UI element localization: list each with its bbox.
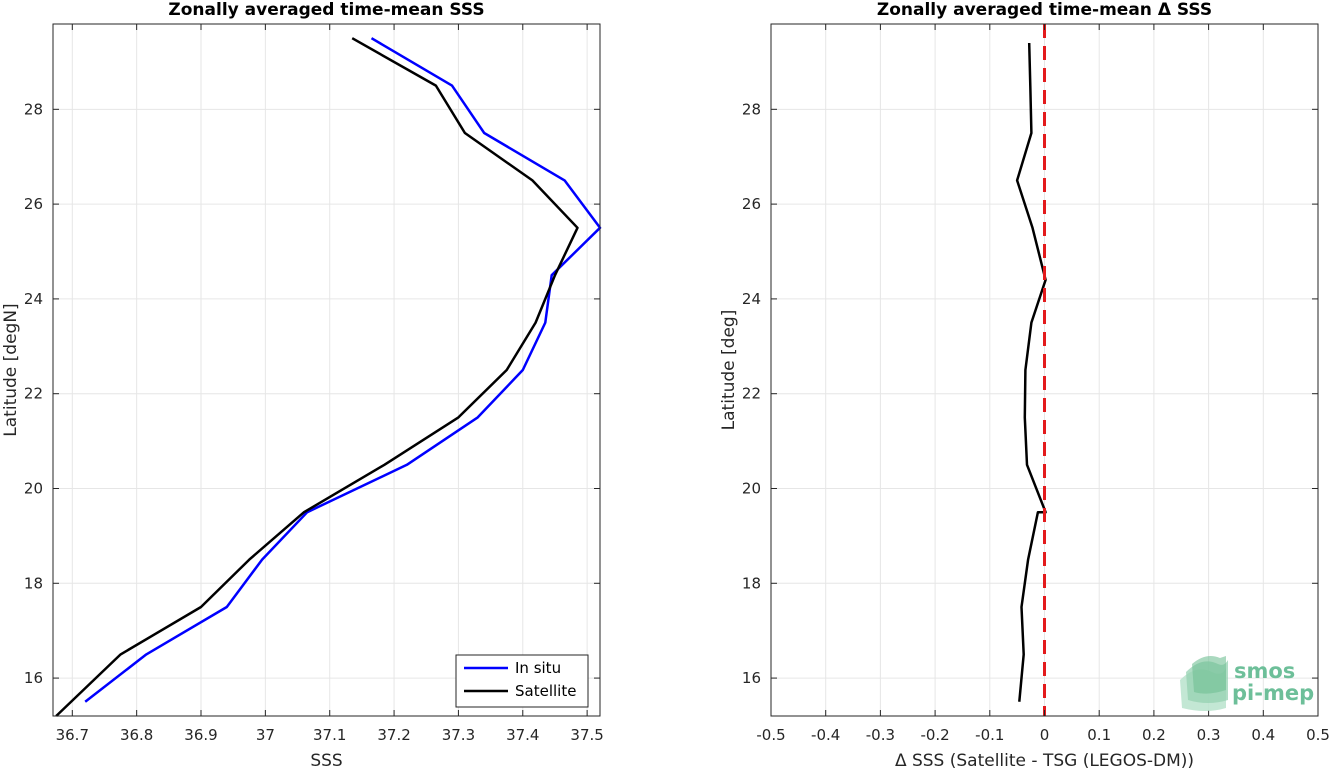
left-y-tick-label: 26 (24, 195, 43, 213)
legend-box (455, 654, 589, 708)
left-y-tick-label: 24 (24, 290, 43, 308)
logo-text-smos: smos (1234, 659, 1295, 683)
left-x-tick-label: 37 (256, 726, 275, 744)
right-y-tick-label: 18 (742, 574, 761, 592)
right-y-tick-label: 16 (742, 669, 761, 687)
right-series-lines (1015, 24, 1047, 716)
left-chart-title: Zonally averaged time-mean SSS (168, 0, 484, 20)
smos-pi-mep-logo: smos pi-mep (1180, 656, 1314, 711)
left-y-axis-label: Latitude [degN] (1, 303, 21, 436)
left-plot-area (53, 24, 600, 716)
right-y-tick-label: 28 (742, 100, 761, 118)
right-x-tick-label: -0.3 (866, 726, 895, 744)
legend: In situ Satellite (455, 654, 589, 708)
right-series-line-delta-sss (1015, 42, 1047, 702)
left-x-tick-label: 36.8 (120, 726, 153, 744)
right-x-tick-label: 0.3 (1197, 726, 1221, 744)
right-axes: -0.5 -0.4 -0.3 -0.2 -0.1 0 0.1 0.2 0.3 0.4 0.5 16 18… (719, 0, 1330, 769)
legend-label-in-situ: In situ (515, 659, 561, 677)
right-y-tick-label: 22 (742, 385, 761, 403)
right-y-tick-label: 20 (742, 479, 761, 497)
left-x-axis-label: SSS (310, 751, 342, 769)
right-x-tick-label: 0 (1040, 726, 1050, 744)
logo-text-pi-mep: pi-mep (1232, 681, 1314, 705)
right-chart-title: Zonally averaged time-mean Δ SSS (877, 0, 1212, 20)
left-y-tick-label: 18 (24, 574, 43, 592)
left-x-tick-label: 37.4 (506, 726, 539, 744)
left-x-tick-label: 37.2 (377, 726, 410, 744)
right-x-tick-label: -0.4 (811, 726, 840, 744)
left-y-tick-label: 16 (24, 669, 43, 687)
right-x-tick-label: -0.2 (920, 726, 949, 744)
right-tick-labels: -0.5 -0.4 -0.3 -0.2 -0.1 0 0.1 0.2 0.3 0.4 0.5 16 18… (742, 24, 1330, 744)
right-x-tick-label: -0.1 (975, 726, 1004, 744)
left-x-tick-label: 37.5 (570, 726, 603, 744)
right-y-axis-label: Latitude [deg] (719, 310, 739, 431)
left-x-tick-label: 37.3 (442, 726, 475, 744)
logo-wave-icon (1180, 656, 1228, 711)
left-x-tick-label: 36.9 (184, 726, 217, 744)
left-series-lines (55, 37, 602, 717)
left-x-tick-label: 36.7 (56, 726, 89, 744)
right-x-tick-label: 0.1 (1087, 726, 1111, 744)
left-x-tick-label: 37.1 (313, 726, 346, 744)
right-x-axis-label: Δ SSS (Satellite - TSG (LEGOS-DM)) (895, 751, 1194, 769)
left-y-tick-label: 22 (24, 385, 43, 403)
right-x-tick-label: 0.2 (1142, 726, 1166, 744)
left-series-line-satellite (55, 37, 579, 717)
right-y-tick-label: 24 (742, 290, 761, 308)
left-series-line-in-situ (84, 37, 602, 703)
left-axes-box (52, 23, 601, 717)
right-y-tick-label: 26 (742, 195, 761, 213)
legend-label-satellite: Satellite (515, 682, 576, 700)
left-gridlines (53, 24, 600, 716)
left-axes: 36.7 36.8 36.9 37 37.1 37.2 37.3 37.4 37.5 16 18 20… (1, 0, 604, 769)
right-x-tick-label: 0.5 (1306, 726, 1330, 744)
left-y-tick-label: 20 (24, 479, 43, 497)
left-y-tick-label: 28 (24, 100, 43, 118)
left-tick-labels: 36.7 36.8 36.9 37 37.1 37.2 37.3 37.4 37.5 16 18 20… (24, 24, 604, 744)
right-x-tick-label: -0.5 (756, 726, 785, 744)
right-x-tick-label: 0.4 (1251, 726, 1275, 744)
